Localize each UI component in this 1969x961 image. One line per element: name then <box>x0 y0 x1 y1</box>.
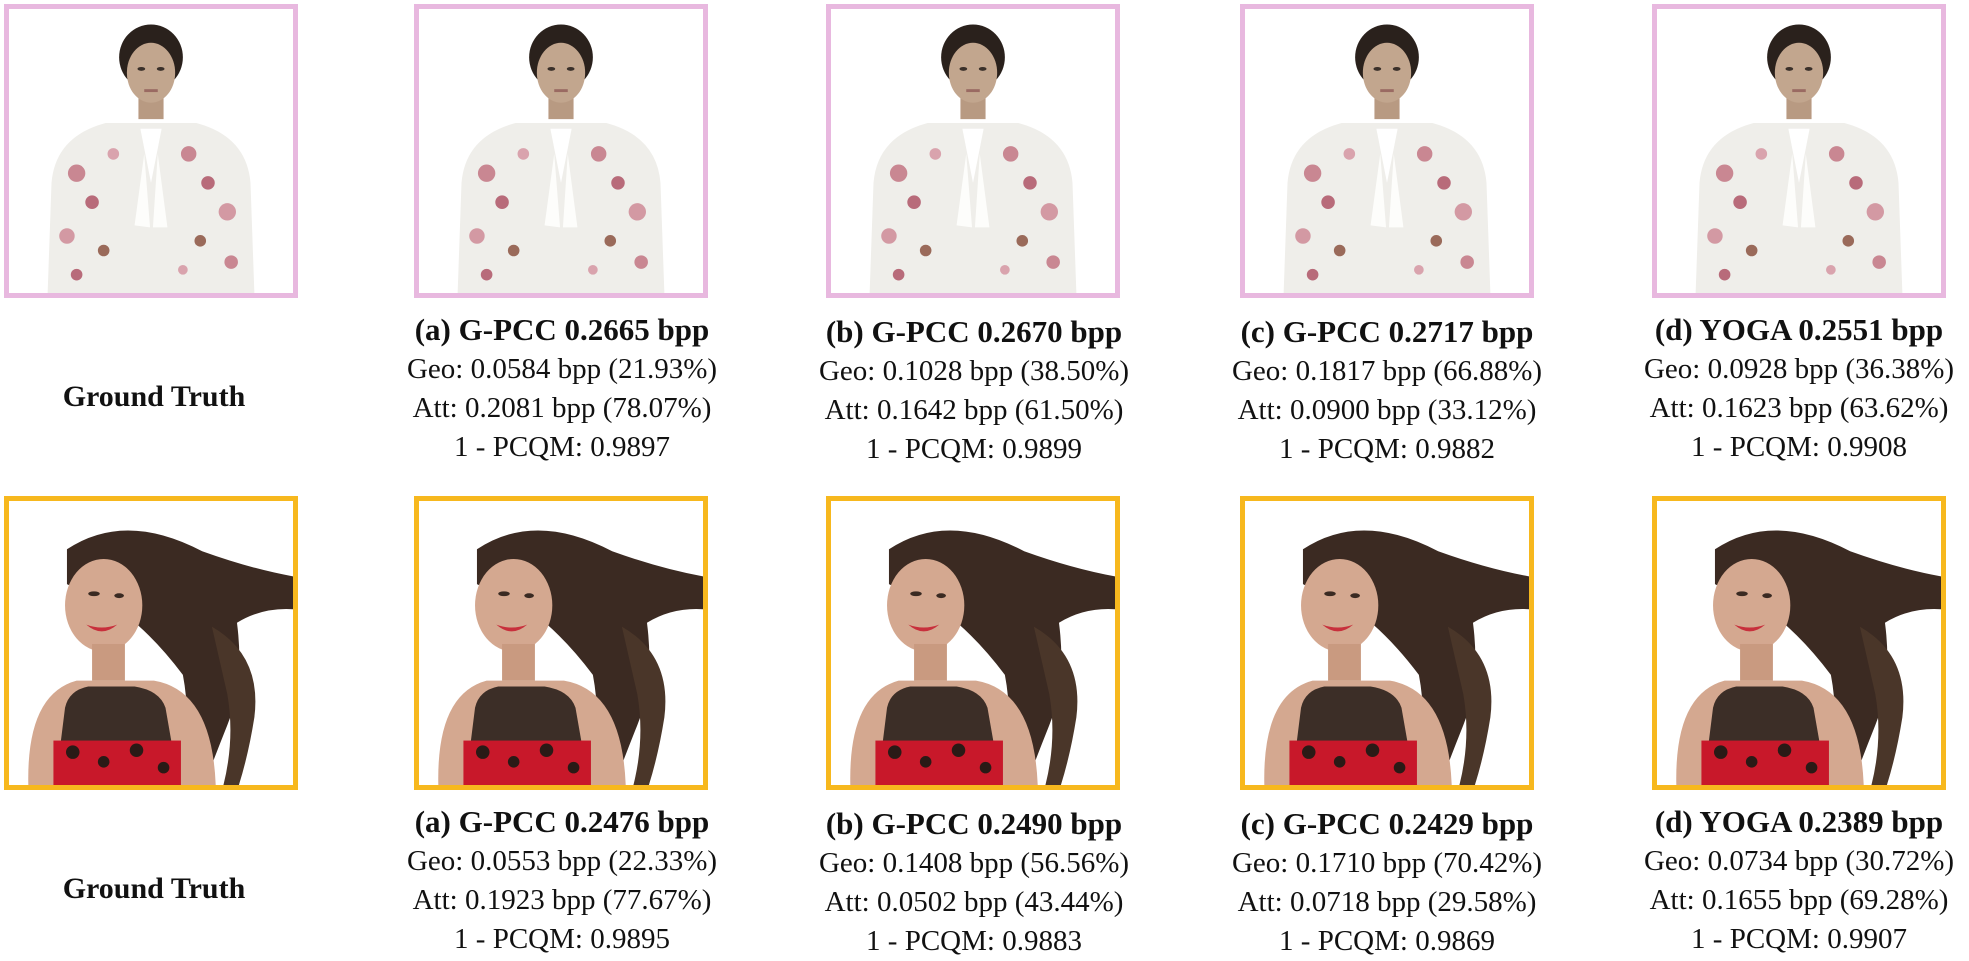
method-b-image-row2 <box>826 496 1120 790</box>
caption-method-b-row1: (b) G-PCC 0.2670 bpp Geo: 0.1028 bpp (38… <box>809 312 1139 469</box>
method-d-image-row1 <box>1652 4 1946 298</box>
caption-att: Att: 0.0718 bpp (29.58%) <box>1237 886 1537 918</box>
caption-method-a-row2: (a) G-PCC 0.2476 bpp Geo: 0.0553 bpp (22… <box>397 802 727 959</box>
caption-title: (b) G-PCC 0.2490 bpp <box>825 806 1123 841</box>
caption-pcqm: 1 - PCQM: 0.9895 <box>454 923 670 955</box>
caption-title: (d) YOGA 0.2551 bpp <box>1654 312 1944 347</box>
caption-att: Att: 0.2081 bpp (78.07%) <box>412 392 712 424</box>
method-c-render-row1 <box>1283 24 1491 293</box>
caption-att: Att: 0.0900 bpp (33.12%) <box>1237 394 1537 426</box>
caption-geo: Geo: 0.1817 bpp (66.88%) <box>1231 355 1543 387</box>
caption-title: (c) G-PCC 0.2717 bpp <box>1240 314 1534 349</box>
caption-pcqm: 1 - PCQM: 0.9883 <box>866 925 1082 957</box>
method-b-render-row2 <box>850 530 1115 785</box>
caption-title: (b) G-PCC 0.2670 bpp <box>825 314 1123 349</box>
method-a-render-row1 <box>457 24 665 293</box>
method-b-render-row1 <box>869 24 1077 293</box>
caption-geo: Geo: 0.1710 bpp (70.42%) <box>1231 847 1543 879</box>
method-d-render-row2 <box>1676 530 1941 785</box>
caption-method-d-row2: (d) YOGA 0.2389 bpp Geo: 0.0734 bpp (30.… <box>1634 802 1964 959</box>
ground-truth-image-row2 <box>4 496 298 790</box>
caption-pcqm: 1 - PCQM: 0.9907 <box>1691 923 1907 955</box>
method-c-render-row2 <box>1264 530 1529 785</box>
caption-title: (d) YOGA 0.2389 bpp <box>1654 804 1944 839</box>
caption-att: Att: 0.1623 bpp (63.62%) <box>1649 392 1949 424</box>
caption-pcqm: 1 - PCQM: 0.9908 <box>1691 431 1907 463</box>
caption-method-c-row1: (c) G-PCC 0.2717 bpp Geo: 0.1817 bpp (66… <box>1222 312 1552 469</box>
caption-geo: Geo: 0.0734 bpp (30.72%) <box>1643 845 1955 877</box>
caption-geo: Geo: 0.0584 bpp (21.93%) <box>406 353 718 385</box>
caption-att: Att: 0.1923 bpp (77.67%) <box>412 884 712 916</box>
ground-truth-image-row1 <box>4 4 298 298</box>
method-a-image-row2 <box>414 496 708 790</box>
caption-pcqm: 1 - PCQM: 0.9869 <box>1279 925 1495 957</box>
ground-truth-render-row2 <box>28 530 293 785</box>
caption-method-b-row2: (b) G-PCC 0.2490 bpp Geo: 0.1408 bpp (56… <box>809 804 1139 961</box>
caption-pcqm: 1 - PCQM: 0.9897 <box>454 431 670 463</box>
caption-method-a-row1: (a) G-PCC 0.2665 bpp Geo: 0.0584 bpp (21… <box>397 310 727 467</box>
caption-att: Att: 0.1642 bpp (61.50%) <box>824 394 1124 426</box>
caption-title: (c) G-PCC 0.2429 bpp <box>1240 806 1534 841</box>
caption-geo: Geo: 0.1408 bpp (56.56%) <box>818 847 1130 879</box>
caption-att: Att: 0.0502 bpp (43.44%) <box>824 886 1124 918</box>
caption-method-c-row2: (c) G-PCC 0.2429 bpp Geo: 0.1710 bpp (70… <box>1222 804 1552 961</box>
ground-truth-label-row2: Ground Truth <box>62 872 246 905</box>
method-d-render-row1 <box>1695 24 1903 293</box>
caption-att: Att: 0.1655 bpp (69.28%) <box>1649 884 1949 916</box>
caption-title: (a) G-PCC 0.2476 bpp <box>414 804 710 839</box>
caption-geo: Geo: 0.1028 bpp (38.50%) <box>818 355 1130 387</box>
caption-title: (a) G-PCC 0.2665 bpp <box>414 312 710 347</box>
method-c-image-row1 <box>1240 4 1534 298</box>
method-c-image-row2 <box>1240 496 1534 790</box>
method-a-render-row2 <box>438 530 703 785</box>
caption-geo: Geo: 0.0928 bpp (36.38%) <box>1643 353 1955 385</box>
method-b-image-row1 <box>826 4 1120 298</box>
method-d-image-row2 <box>1652 496 1946 790</box>
caption-geo: Geo: 0.0553 bpp (22.33%) <box>406 845 718 877</box>
caption-pcqm: 1 - PCQM: 0.9899 <box>866 433 1082 465</box>
caption-pcqm: 1 - PCQM: 0.9882 <box>1279 433 1495 465</box>
ground-truth-render-row1 <box>47 24 255 293</box>
method-a-image-row1 <box>414 4 708 298</box>
caption-method-d-row1: (d) YOGA 0.2551 bpp Geo: 0.0928 bpp (36.… <box>1634 310 1964 467</box>
ground-truth-label-row1: Ground Truth <box>62 380 246 413</box>
